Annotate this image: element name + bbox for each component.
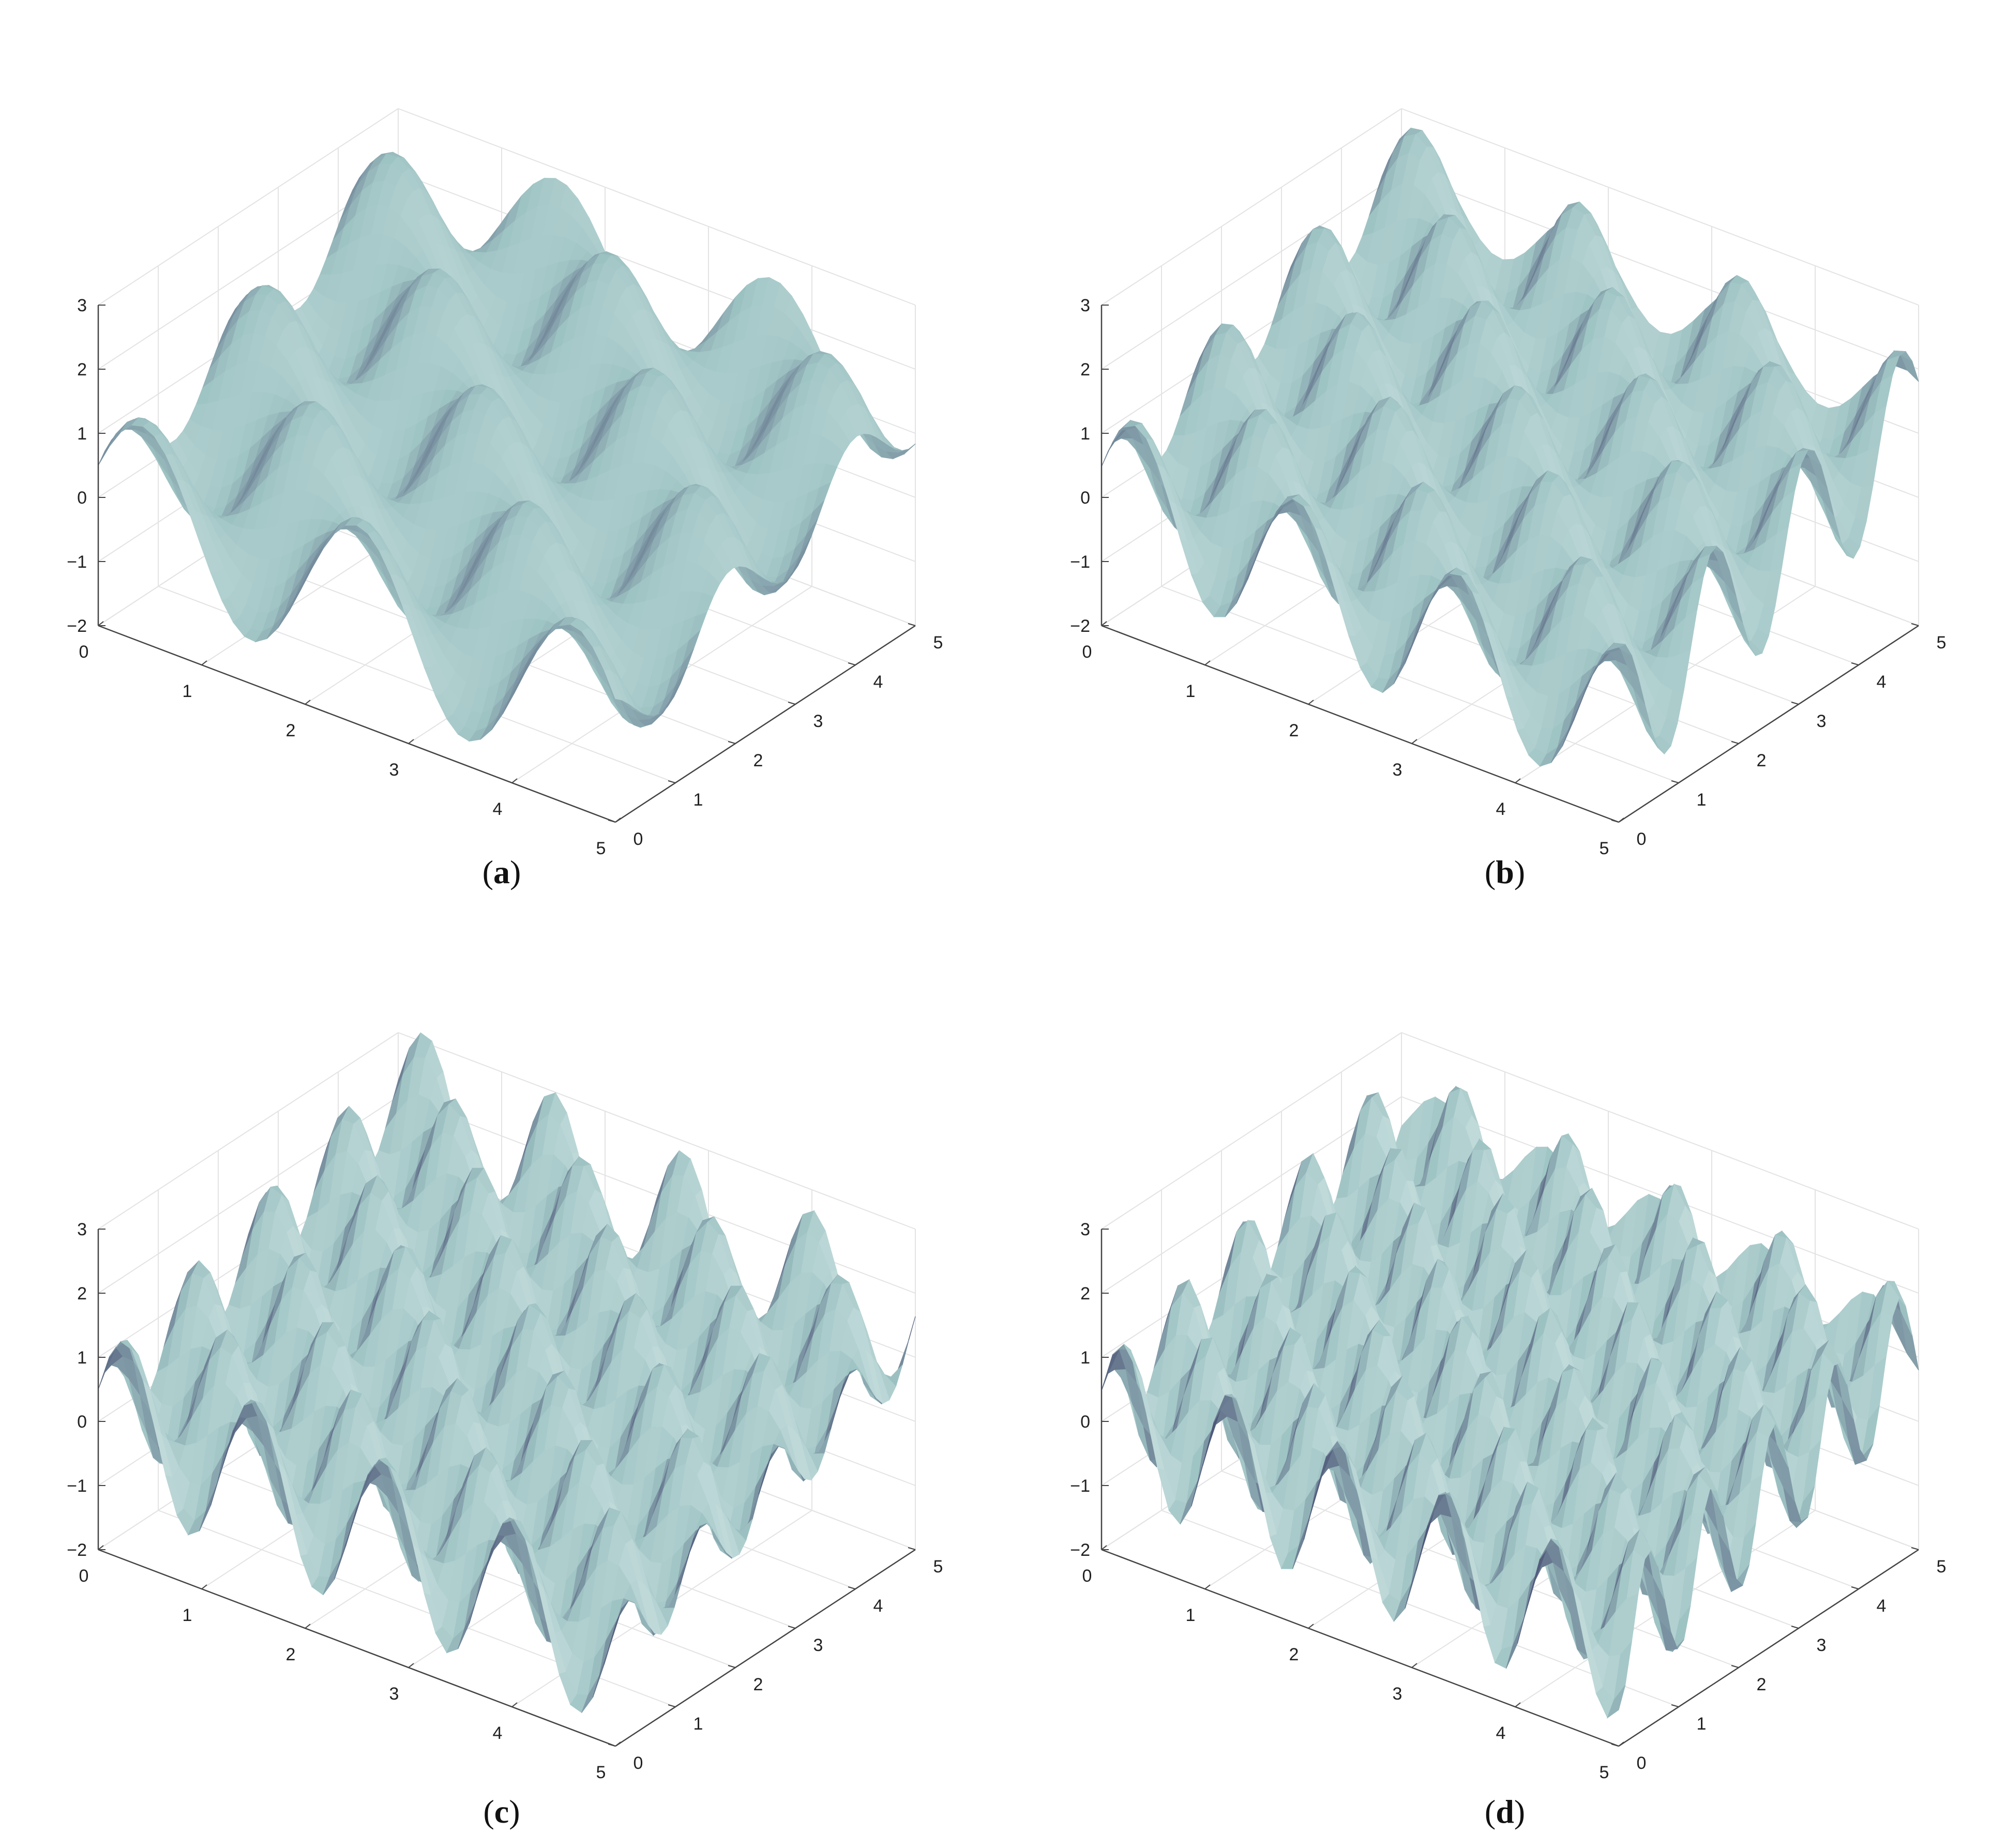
y-tick-label: 0: [1637, 829, 1647, 849]
z-tick-label: 0: [1080, 488, 1090, 508]
z-tick-label: 2: [77, 360, 87, 380]
surface-patch: [604, 670, 623, 701]
surface-c: [98, 1032, 916, 1714]
x-tick-label: 3: [389, 760, 399, 780]
x-tick-label: 5: [596, 839, 606, 858]
y-tick-label: 2: [753, 751, 763, 770]
z-tick-label: 1: [1080, 424, 1090, 444]
grid-line: [1101, 172, 1402, 370]
grid-line: [1401, 172, 1919, 370]
x-tick-label: 2: [286, 721, 296, 740]
z-tick-label: −1: [1070, 552, 1090, 572]
surface-a: [98, 152, 916, 742]
y-tick: [1611, 820, 1619, 823]
grid-line: [98, 1032, 399, 1230]
z-tick-label: 3: [77, 296, 87, 315]
x-tick: [1618, 817, 1624, 823]
y-tick: [788, 702, 796, 705]
x-tick: [98, 621, 104, 626]
caption-b: (b): [1484, 854, 1526, 890]
y-tick: [1731, 741, 1739, 744]
axes-a: 0 1 2 3 4 5 0 1 2 3 4 5 −2 −1 0 1 2 3: [67, 296, 943, 858]
surface-patch: [1606, 643, 1626, 652]
chart-panel-b: 0 1 2 3 4 5 0 1 2 3 4 5 −2 −1 0 1 2 3 (b): [1003, 0, 2006, 924]
y-tick: [848, 662, 856, 665]
x-tick-label: 0: [79, 642, 89, 662]
x-tick-label: 4: [1496, 799, 1506, 819]
y-tick-label: 4: [873, 672, 883, 692]
z-tick-label: −2: [67, 616, 87, 636]
grid-line: [398, 172, 916, 370]
surface-patch: [896, 444, 916, 455]
y-tick-label: 5: [933, 633, 943, 653]
z-tick-label: −1: [67, 552, 87, 572]
y-tick-label: 5: [1937, 633, 1947, 653]
surface-plot-a: 0 1 2 3 4 5 0 1 2 3 4 5 −2 −1 0 1 2 3: [67, 108, 943, 858]
y-tick: [1671, 780, 1679, 783]
grid-line: [1401, 108, 1919, 306]
x-tick: [1515, 778, 1521, 783]
x-axis-line: [98, 625, 616, 823]
x-tick-label: 4: [493, 799, 503, 819]
y-tick-label: 2: [1757, 751, 1767, 770]
y-tick-label: 1: [693, 790, 703, 810]
x-tick: [1308, 700, 1314, 705]
grid-line: [1101, 108, 1402, 306]
y-tick: [1791, 702, 1799, 705]
surface-b: [1101, 127, 1919, 767]
x-tick-label: 2: [1289, 721, 1299, 740]
y-tick: [908, 623, 916, 626]
x-tick-label: 3: [1393, 760, 1402, 780]
y-tick-label: 3: [813, 711, 823, 731]
grid-line: [1161, 586, 1679, 783]
z-tick-label: 0: [77, 488, 87, 508]
z-tick-label: 2: [1080, 360, 1090, 380]
caption-b-letter: b: [1496, 854, 1514, 890]
caption-a-letter: a: [493, 854, 510, 890]
y-tick: [728, 741, 736, 744]
y-tick: [1911, 623, 1919, 626]
y-tick-label: 1: [1697, 790, 1707, 810]
y-tick: [1851, 662, 1859, 665]
x-tick-label: 1: [183, 681, 192, 701]
x-tick: [1101, 621, 1107, 626]
y-axis-line: [1618, 625, 1919, 823]
x-tick: [1204, 660, 1211, 665]
caption-a: (a): [482, 854, 521, 890]
x-tick-label: 0: [1082, 642, 1092, 662]
grid-line: [98, 108, 399, 306]
x-tick: [305, 700, 311, 705]
grid-line: [398, 108, 916, 306]
chart-panel-a: 0 1 2 3 4 5 0 1 2 3 4 5 −2 −1 0 1 2 3 (a): [0, 0, 1003, 924]
x-tick: [408, 739, 414, 744]
z-tick-label: 3: [1080, 296, 1090, 315]
y-tick-label: 4: [1877, 672, 1887, 692]
x-tick: [201, 660, 207, 665]
x-tick-label: 5: [1600, 839, 1609, 858]
y-tick: [668, 780, 676, 783]
x-tick-label: 1: [1186, 681, 1196, 701]
y-tick-label: 0: [634, 829, 643, 849]
y-axis-line: [615, 625, 916, 823]
x-tick: [511, 778, 518, 783]
z-tick-label: 1: [77, 424, 87, 444]
chart-panel-c: 0 1 2 3 4 5 0 1 2 3 4 5 −2 −1 0 1 2 3 (c): [0, 924, 1003, 1848]
axes-b: 0 1 2 3 4 5 0 1 2 3 4 5 −2 −1 0 1 2 3: [1070, 296, 1946, 858]
y-tick-label: 3: [1817, 711, 1827, 731]
x-axis-line: [1101, 625, 1619, 823]
x-tick: [1411, 739, 1417, 744]
grid-line: [398, 1032, 916, 1230]
z-tick-label: −2: [1070, 616, 1090, 636]
x-tick: [615, 817, 621, 823]
y-tick: [608, 820, 616, 823]
surface-plot-b: 0 1 2 3 4 5 0 1 2 3 4 5 −2 −1 0 1 2 3: [1070, 108, 1946, 858]
